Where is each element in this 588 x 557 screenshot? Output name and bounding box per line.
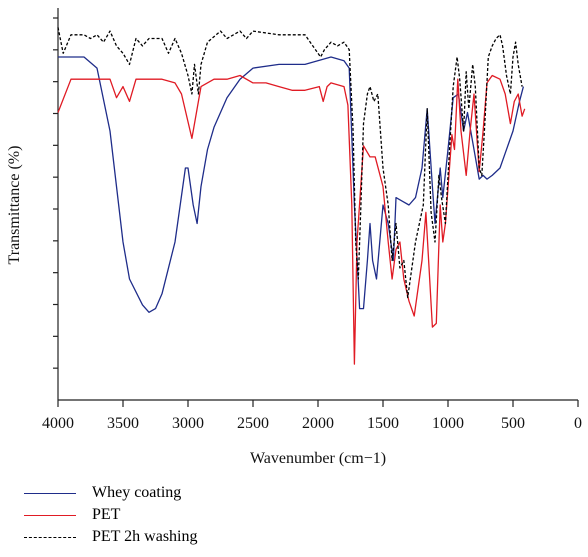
legend-label-pet-2h-washing: PET 2h washing [92,528,198,545]
x-tick-label: 1500 [367,415,399,432]
legend-swatch-pet-2h-washing [24,536,76,538]
x-axis-title: Wavenumber (cm−1) [250,450,386,467]
legend-swatch-whey-coating [24,492,76,494]
x-tick-label: 1000 [432,415,464,432]
legend: Whey coating PET PET 2h washing [24,482,197,548]
x-tick-label: 2500 [237,415,269,432]
y-ticks [53,17,58,369]
legend-item-pet-2h-washing: PET 2h washing [24,526,197,548]
plot-axes [57,8,578,401]
series-line-pet-2h-washing [57,27,523,299]
legend-item-whey-coating: Whey coating [24,482,197,504]
x-tick-label: 500 [501,415,525,432]
x-tick-label: 3000 [172,415,204,432]
x-ticks: 4000 3500 3000 2500 2000 1500 1000 500 0 [42,400,582,432]
x-tick-label: 3500 [107,415,139,432]
series-layer [57,27,526,365]
series-line-pet [57,74,526,365]
legend-item-pet: PET [24,504,197,526]
x-tick-label: 2000 [302,415,334,432]
series-line-whey-coating [58,56,525,313]
y-axis-title: Transmittance (%) [6,146,23,265]
x-tick-label: 4000 [42,415,74,432]
x-tick-label: 0 [574,415,582,432]
legend-label-whey-coating: Whey coating [92,484,182,501]
legend-swatch-pet [24,514,76,516]
legend-label-pet: PET [92,506,121,523]
